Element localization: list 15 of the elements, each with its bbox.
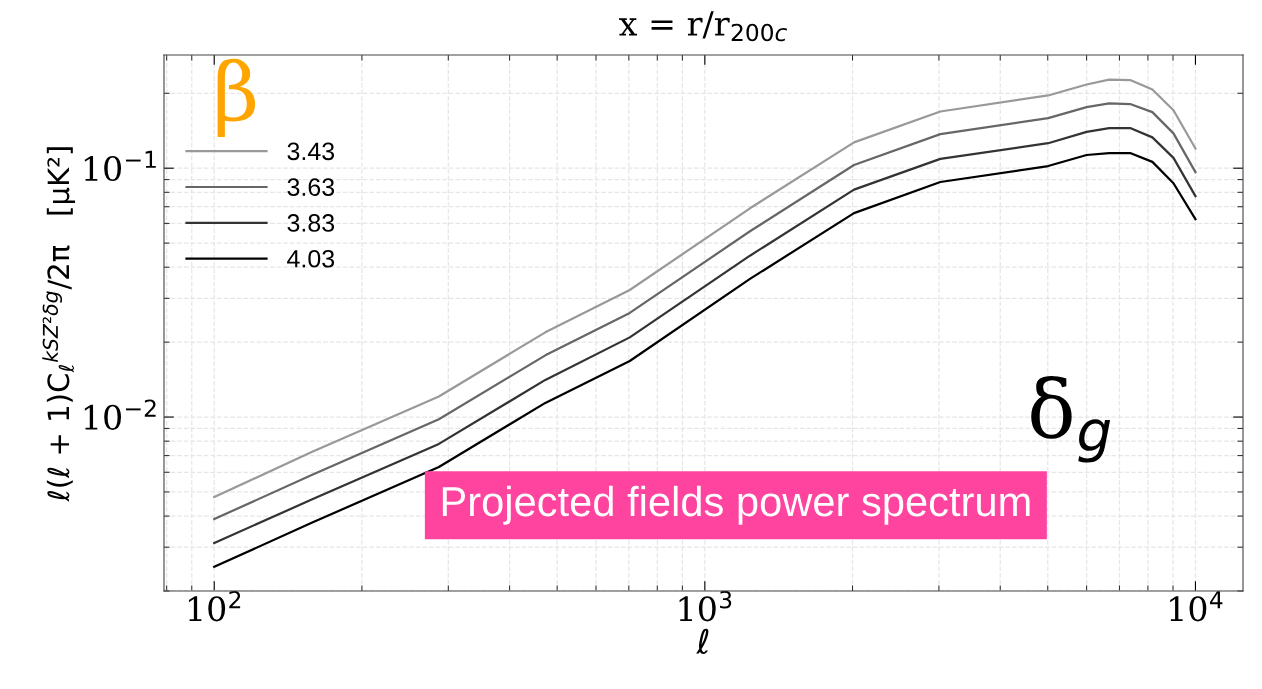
legend-label: 4.03 [287, 249, 335, 268]
legend-label: 3.83 [287, 214, 335, 232]
y-tick-label: 10$^{−1}$ [84, 150, 156, 182]
x-tick-label: 10$^{4}$ [1170, 591, 1223, 622]
y-axis-title: ℓ(ℓ + 1)C$_{ℓ}$$^{kSZ²δg}$/2π [μK²] [42, 147, 76, 502]
x-tick-label: 10$^{3}$ [679, 590, 732, 622]
chart-title: x = r/r$_{200c}$ [619, 11, 788, 42]
y-tick-label: 10$^{−2}$ [84, 399, 156, 430]
x-tick-label: 10$^{2}$ [188, 590, 241, 622]
annotation: Projected fields power spectrum [442, 485, 1030, 525]
legend-label: 3.63 [287, 178, 335, 196]
annotation: δ$_{g}$ [1031, 375, 1111, 463]
annotation: β [217, 58, 256, 138]
x-axis-title: ℓ [696, 628, 709, 654]
legend-label: 3.43 [287, 142, 335, 161]
